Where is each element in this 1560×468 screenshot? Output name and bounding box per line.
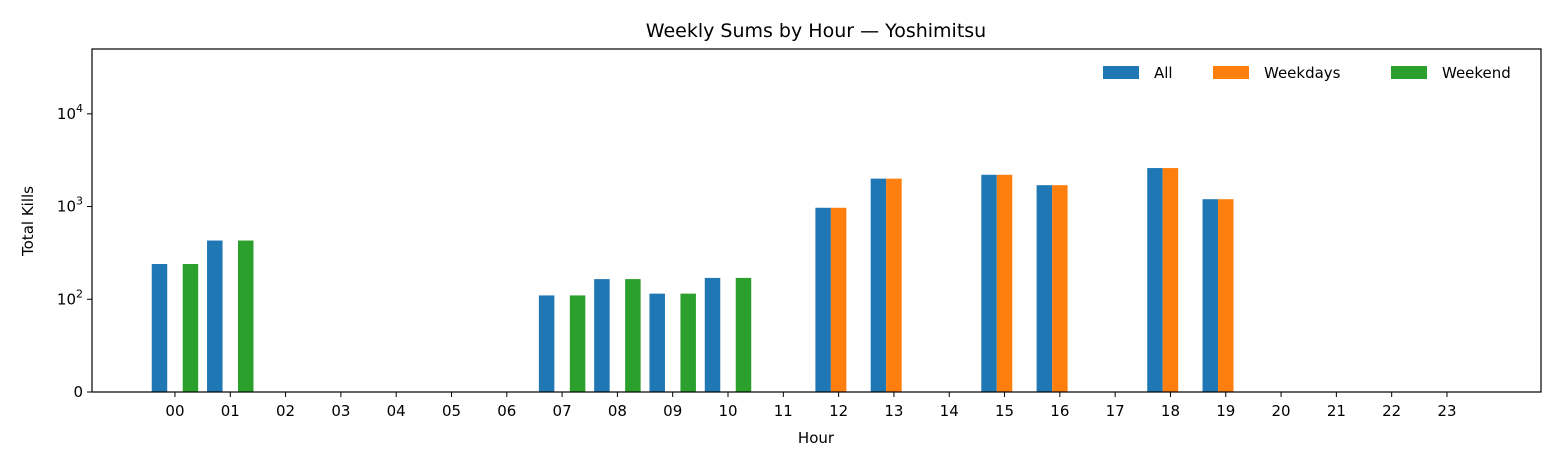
bar-weekend-10: [735, 277, 752, 392]
x-tick-label-21: 21: [1327, 402, 1346, 420]
bar-all-16: [1036, 185, 1053, 392]
x-tick-label-14: 14: [940, 402, 959, 420]
x-tick-label-15: 15: [995, 402, 1014, 420]
bar-all-12: [815, 207, 831, 392]
y-tick-label-10000: 104: [57, 102, 83, 123]
x-tick-label-13: 13: [884, 402, 903, 420]
x-tick-label-17: 17: [1106, 402, 1125, 420]
plot-frame: [91, 48, 1542, 393]
bar-weekdays-12: [830, 207, 847, 392]
x-tick-label-23: 23: [1437, 402, 1456, 420]
bar-all-13: [870, 178, 887, 392]
bar-weekend-07: [569, 295, 586, 392]
y-tick-label-1000: 103: [57, 195, 83, 216]
x-tick-label-09: 09: [663, 402, 682, 420]
x-tick-label-00: 00: [165, 402, 184, 420]
bar-all-01: [207, 240, 223, 392]
bar-weekend-09: [680, 293, 696, 392]
bar-all-00: [151, 264, 168, 392]
chart-title: Weekly Sums by Hour — Yoshimitsu: [646, 20, 986, 42]
x-tick-label-18: 18: [1161, 402, 1180, 420]
x-tick-label-08: 08: [608, 402, 627, 420]
x-tick-label-04: 04: [387, 402, 406, 420]
bar-all-15: [981, 174, 997, 392]
x-tick-label-10: 10: [718, 402, 737, 420]
bar-all-07: [538, 295, 555, 392]
x-tick-label-03: 03: [331, 402, 350, 420]
bar-all-09: [649, 293, 665, 392]
bar-weekend-00: [182, 264, 199, 392]
bar-weekdays-18: [1162, 168, 1179, 392]
x-axis-label: Hour: [798, 429, 835, 447]
bar-weekdays-16: [1052, 185, 1068, 392]
y-axis-label: Total Kills: [19, 186, 37, 257]
legend-label-weekend: Weekend: [1442, 64, 1511, 82]
legend-label-weekdays: Weekdays: [1264, 64, 1341, 82]
bar-weekdays-13: [886, 178, 902, 392]
legend: All Weekdays Weekend: [1103, 64, 1511, 82]
bar-weekdays-15: [996, 174, 1013, 392]
bar-weekdays-19: [1218, 199, 1234, 392]
legend-label-all: All: [1154, 64, 1173, 82]
bar-weekend-01: [238, 240, 254, 392]
legend-swatch-all: [1103, 66, 1139, 79]
x-tick-label-06: 06: [497, 402, 516, 420]
bar-weekend-08: [625, 279, 641, 392]
x-tick-label-20: 20: [1272, 402, 1291, 420]
x-tick-label-11: 11: [774, 402, 793, 420]
axes-layer: 00 01 02 03 04 05 06 07 08 09 10 11 12 13 14 15 16 17 18 19…: [57, 48, 1542, 420]
y-tick-label-100: 102: [57, 287, 83, 308]
x-tick-label-05: 05: [442, 402, 461, 420]
legend-swatch-weekend: [1391, 66, 1427, 79]
bar-all-08: [594, 279, 610, 392]
x-tick-label-16: 16: [1050, 402, 1069, 420]
bar-all-19: [1202, 199, 1219, 392]
legend-swatch-weekdays: [1213, 66, 1249, 79]
x-tick-label-19: 19: [1216, 402, 1235, 420]
y-tick-label-0: 0: [73, 383, 83, 401]
x-tick-label-12: 12: [829, 402, 848, 420]
x-tick-label-01: 01: [221, 402, 240, 420]
x-tick-label-22: 22: [1382, 402, 1401, 420]
bar-all-10: [704, 277, 721, 392]
bar-all-18: [1147, 168, 1163, 392]
x-tick-label-07: 07: [553, 402, 572, 420]
x-tick-label-02: 02: [276, 402, 295, 420]
bars-layer: [151, 168, 1234, 392]
